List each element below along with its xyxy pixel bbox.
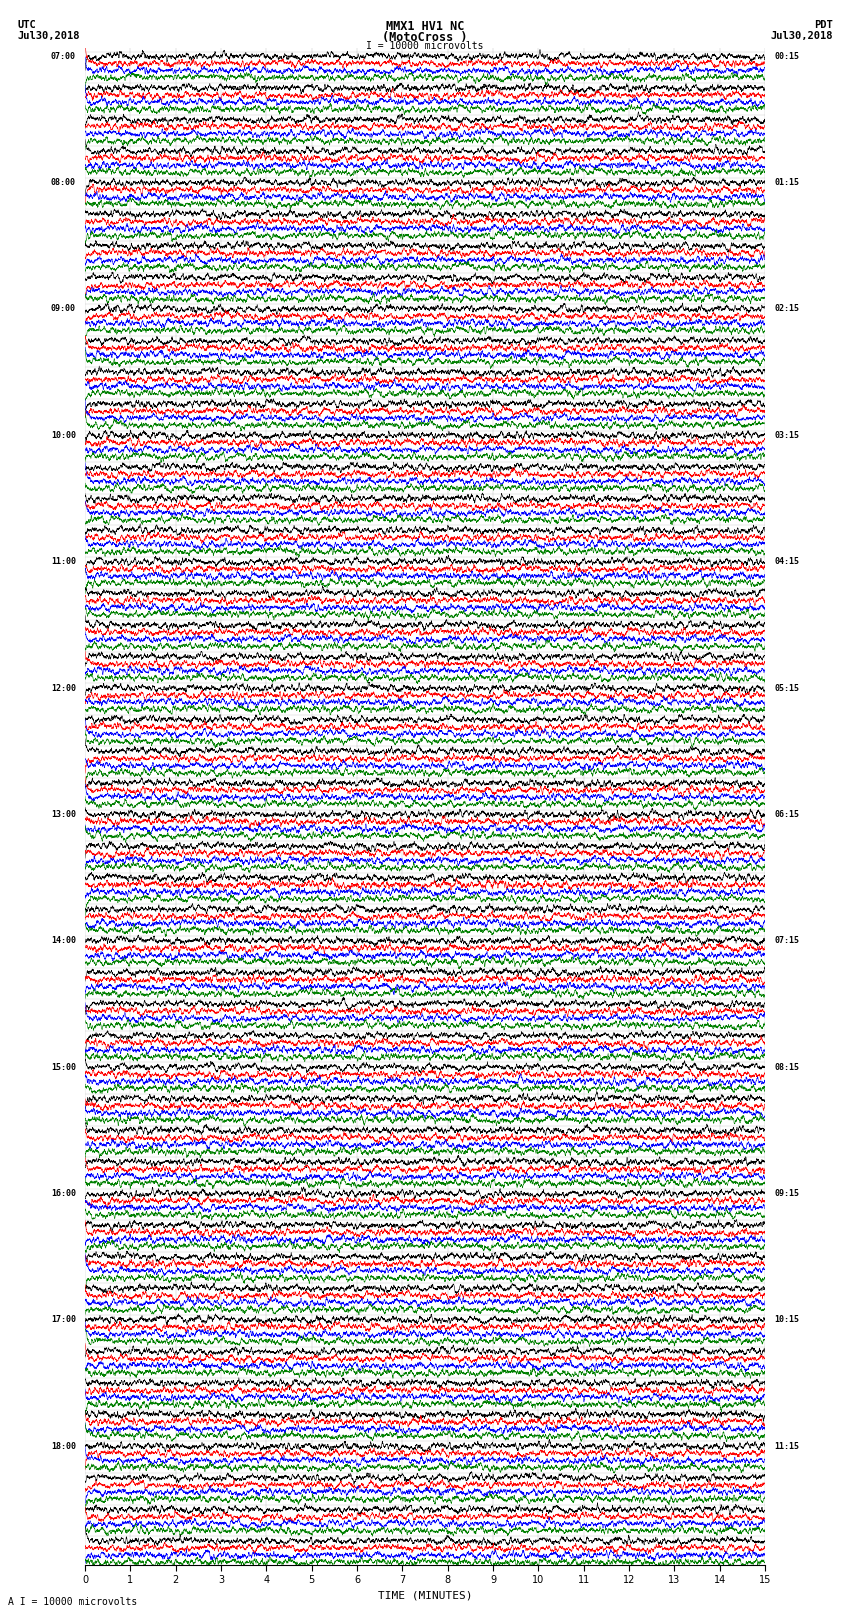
Text: PDT: PDT <box>814 19 833 31</box>
Text: 03:15: 03:15 <box>774 431 799 440</box>
Text: UTC: UTC <box>17 19 36 31</box>
Text: 17:00: 17:00 <box>51 1315 76 1324</box>
Text: 07:15: 07:15 <box>774 936 799 945</box>
Text: MMX1 HV1 NC: MMX1 HV1 NC <box>386 19 464 34</box>
Text: 09:00: 09:00 <box>51 305 76 313</box>
Text: 04:15: 04:15 <box>774 556 799 566</box>
Text: 01:15: 01:15 <box>774 177 799 187</box>
Text: 08:00: 08:00 <box>51 177 76 187</box>
X-axis label: TIME (MINUTES): TIME (MINUTES) <box>377 1590 473 1600</box>
Text: I = 10000 microvolts: I = 10000 microvolts <box>366 40 484 52</box>
Text: Jul30,2018: Jul30,2018 <box>770 31 833 40</box>
Text: 13:00: 13:00 <box>51 810 76 819</box>
Text: 15:00: 15:00 <box>51 1063 76 1071</box>
Text: 09:15: 09:15 <box>774 1189 799 1198</box>
Text: (MotoCross ): (MotoCross ) <box>382 31 468 44</box>
Text: 08:15: 08:15 <box>774 1063 799 1071</box>
Text: 10:15: 10:15 <box>774 1315 799 1324</box>
Text: 05:15: 05:15 <box>774 684 799 692</box>
Text: 00:15: 00:15 <box>774 52 799 61</box>
Text: 11:00: 11:00 <box>51 556 76 566</box>
Text: 10:00: 10:00 <box>51 431 76 440</box>
Text: 18:00: 18:00 <box>51 1442 76 1450</box>
Text: A I = 10000 microvolts: A I = 10000 microvolts <box>8 1597 138 1607</box>
Text: 02:15: 02:15 <box>774 305 799 313</box>
Text: 07:00: 07:00 <box>51 52 76 61</box>
Text: Jul30,2018: Jul30,2018 <box>17 31 80 40</box>
Text: 16:00: 16:00 <box>51 1189 76 1198</box>
Text: 12:00: 12:00 <box>51 684 76 692</box>
Text: 14:00: 14:00 <box>51 936 76 945</box>
Text: 06:15: 06:15 <box>774 810 799 819</box>
Text: 11:15: 11:15 <box>774 1442 799 1450</box>
